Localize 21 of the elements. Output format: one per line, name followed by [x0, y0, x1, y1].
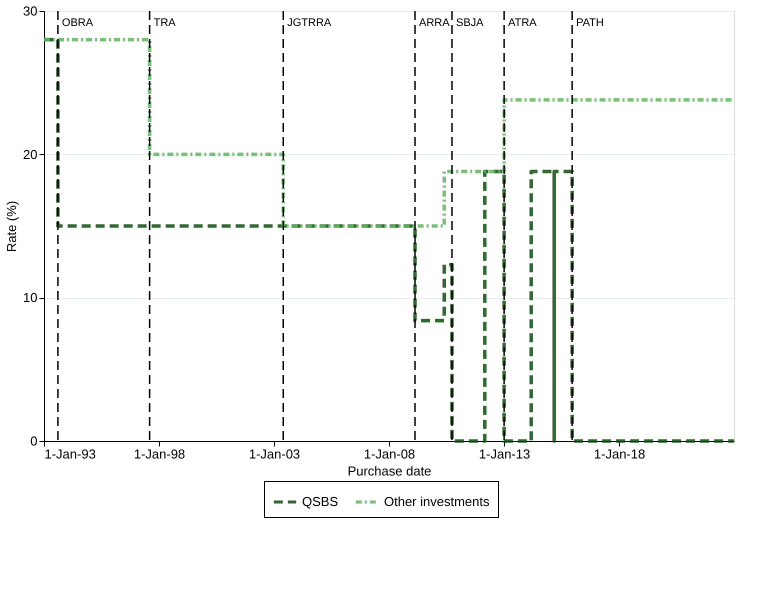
- x-tick-label: 1-Jan-93: [44, 446, 96, 462]
- y-tick-label: 10: [23, 290, 38, 306]
- legend-label: QSBS: [302, 494, 338, 509]
- ref-line-label: ARRA: [419, 17, 450, 29]
- ref-line-label: SBJA: [456, 17, 484, 29]
- x-tick-label: 1-Jan-18: [594, 446, 646, 462]
- y-axis-title: Rate (%): [4, 200, 20, 252]
- x-tick-label: 1-Jan-08: [364, 446, 416, 462]
- ref-line-label: OBRA: [62, 17, 94, 29]
- y-tick-label: 30: [23, 4, 38, 18]
- y-tick-label: 20: [23, 146, 38, 162]
- x-tick-label: 1-Jan-03: [248, 446, 300, 462]
- x-tick-label: 1-Jan-13: [478, 446, 530, 462]
- x-tick-label: 1-Jan-98: [134, 446, 186, 462]
- legend-label: Other investments: [384, 494, 490, 509]
- ref-line-label: JGTRRA: [287, 17, 332, 29]
- ref-line-label: ATRA: [508, 17, 538, 29]
- ref-line-label: TRA: [154, 17, 176, 29]
- x-axis-title: Purchase date: [348, 464, 432, 478]
- ref-line-label: PATH: [576, 17, 604, 29]
- y-tick-label: 0: [30, 434, 38, 448]
